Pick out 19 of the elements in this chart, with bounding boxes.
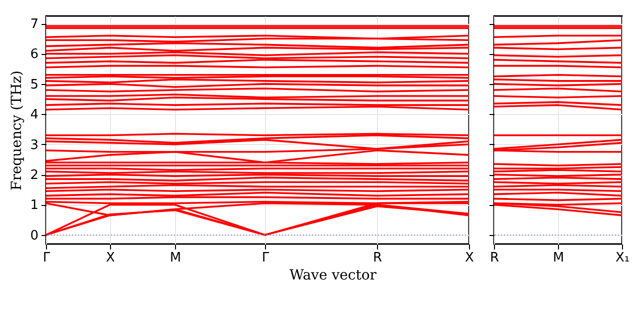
x-tick-label: R: [490, 250, 500, 266]
y-tick-label: 5: [30, 77, 38, 92]
x-tick-label: R: [372, 250, 382, 266]
x-tick-label: M: [170, 250, 182, 266]
y-tick-label: 0: [30, 228, 38, 244]
x-tick-label: Γ: [42, 250, 51, 266]
x-tick-label: M: [552, 250, 564, 266]
y-tick-label: 7: [30, 17, 38, 32]
y-tick-label: 1: [30, 198, 38, 214]
y-tick-label: 2: [30, 168, 38, 184]
y-tick-label: 3: [30, 138, 38, 153]
x-tick-label: X₁: [615, 250, 630, 266]
x-tick-label: X: [106, 250, 116, 266]
y-axis-title: Frequency (THz): [9, 70, 26, 191]
x-tick-label: Γ: [262, 250, 270, 266]
x-axis-title: Wave vector: [290, 268, 377, 284]
y-tick-label: 6: [30, 47, 38, 62]
x-tick-label: X: [465, 250, 474, 266]
y-tick-label: 4: [30, 108, 38, 123]
